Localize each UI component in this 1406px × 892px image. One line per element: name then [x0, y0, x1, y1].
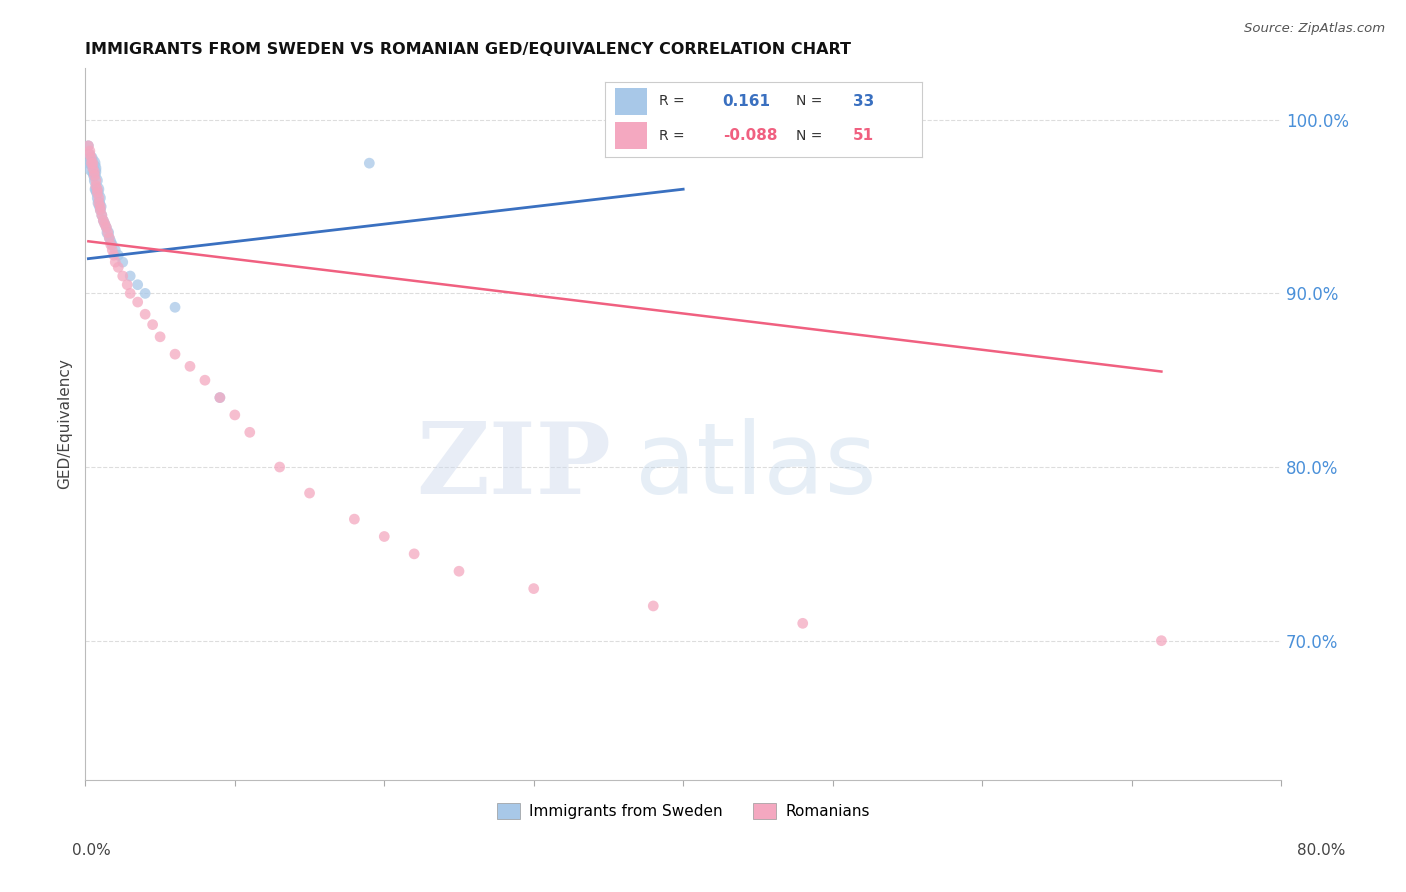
- Point: [79, 144, 101, 158]
- Point: [111, 268, 134, 283]
- Point: [77, 138, 100, 153]
- Point: [343, 512, 366, 526]
- Point: [98, 231, 121, 245]
- Text: ZIP: ZIP: [416, 417, 612, 515]
- Point: [134, 307, 156, 321]
- Point: [90, 208, 112, 222]
- Legend: Immigrants from Sweden, Romanians: Immigrants from Sweden, Romanians: [491, 797, 876, 825]
- Text: IMMIGRANTS FROM SWEDEN VS ROMANIAN GED/EQUIVALENCY CORRELATION CHART: IMMIGRANTS FROM SWEDEN VS ROMANIAN GED/E…: [86, 42, 852, 57]
- Point: [83, 169, 105, 183]
- Point: [208, 391, 231, 405]
- Point: [82, 156, 104, 170]
- Point: [82, 161, 104, 176]
- Point: [127, 295, 149, 310]
- Point: [89, 202, 111, 217]
- Point: [163, 300, 186, 314]
- Point: [643, 599, 665, 613]
- Point: [91, 213, 114, 227]
- Point: [523, 582, 546, 596]
- Text: 0.0%: 0.0%: [72, 843, 111, 858]
- Point: [89, 200, 111, 214]
- Point: [107, 248, 129, 262]
- Point: [86, 182, 108, 196]
- Point: [134, 286, 156, 301]
- Point: [83, 165, 105, 179]
- Point: [82, 156, 104, 170]
- Point: [269, 460, 291, 475]
- Point: [80, 156, 103, 170]
- Point: [163, 347, 186, 361]
- Point: [80, 151, 103, 165]
- Point: [79, 147, 101, 161]
- Point: [1150, 633, 1173, 648]
- Point: [115, 277, 138, 292]
- Point: [149, 330, 172, 344]
- Point: [87, 191, 110, 205]
- Point: [404, 547, 426, 561]
- Point: [77, 138, 100, 153]
- Point: [111, 255, 134, 269]
- Point: [127, 277, 149, 292]
- Point: [107, 260, 129, 275]
- Point: [84, 173, 107, 187]
- Point: [83, 169, 105, 183]
- Point: [96, 220, 118, 235]
- Point: [86, 186, 108, 200]
- Point: [103, 248, 125, 262]
- Point: [359, 156, 381, 170]
- Point: [224, 408, 246, 422]
- Point: [91, 213, 114, 227]
- Point: [87, 196, 110, 211]
- Point: [83, 165, 105, 179]
- Point: [82, 161, 104, 176]
- Point: [90, 208, 112, 222]
- Point: [239, 425, 262, 440]
- Point: [86, 182, 108, 196]
- Text: 80.0%: 80.0%: [1298, 843, 1346, 858]
- Point: [120, 268, 142, 283]
- Point: [87, 191, 110, 205]
- Point: [298, 486, 321, 500]
- Point: [104, 255, 127, 269]
- Point: [447, 564, 470, 578]
- Point: [86, 186, 108, 200]
- Point: [208, 391, 231, 405]
- Point: [100, 235, 122, 249]
- Point: [104, 243, 127, 257]
- Point: [87, 196, 110, 211]
- Point: [373, 529, 395, 543]
- Point: [94, 217, 117, 231]
- Point: [80, 156, 103, 170]
- Point: [101, 243, 124, 257]
- Point: [89, 202, 111, 217]
- Point: [84, 182, 107, 196]
- Point: [79, 147, 101, 161]
- Point: [84, 173, 107, 187]
- Y-axis label: GED/Equivalency: GED/Equivalency: [58, 359, 72, 489]
- Point: [80, 151, 103, 165]
- Point: [194, 373, 217, 387]
- Point: [97, 226, 120, 240]
- Point: [96, 220, 118, 235]
- Point: [792, 616, 814, 631]
- Text: atlas: atlas: [636, 417, 877, 515]
- Text: Source: ZipAtlas.com: Source: ZipAtlas.com: [1244, 22, 1385, 36]
- Point: [94, 217, 117, 231]
- Point: [84, 178, 107, 193]
- Point: [98, 231, 121, 245]
- Point: [97, 226, 120, 240]
- Point: [101, 237, 124, 252]
- Point: [89, 200, 111, 214]
- Point: [179, 359, 201, 374]
- Point: [120, 286, 142, 301]
- Point: [142, 318, 165, 332]
- Point: [100, 237, 122, 252]
